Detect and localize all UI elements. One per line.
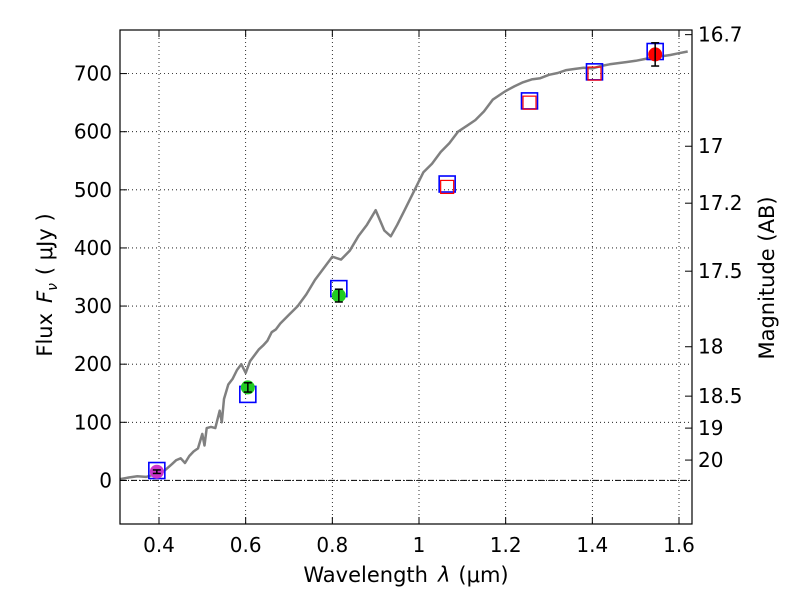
x-tick-label: 1.6 bbox=[663, 533, 695, 557]
y2-tick-label: 20 bbox=[698, 448, 723, 472]
y2-tick-label: 18 bbox=[698, 335, 723, 359]
y-tick-label: 600 bbox=[74, 120, 112, 144]
x-tick-label: 0.8 bbox=[316, 533, 348, 557]
y-tick-label: 700 bbox=[74, 62, 112, 86]
y-tick-label: 400 bbox=[74, 236, 112, 260]
y-tick-label: 0 bbox=[99, 468, 112, 492]
plot-frame bbox=[119, 29, 693, 525]
y2-tick-label: 18.5 bbox=[698, 384, 743, 408]
y-axis-label: FluxFν( μJy ) bbox=[33, 213, 61, 356]
y-tick-label: 200 bbox=[74, 352, 112, 376]
x-tick-label: 1.2 bbox=[490, 533, 522, 557]
y2-tick-label: 17 bbox=[698, 134, 723, 158]
y-tick-label: 300 bbox=[74, 294, 112, 318]
y2-tick-label: 17.2 bbox=[698, 191, 743, 215]
upper-limit-square bbox=[522, 95, 537, 110]
axis-ticks: 0.4 0.6 0.8 1 1.2 1.4 1.6 0 100 200 300 400 500 600 70… bbox=[74, 23, 743, 557]
x-tick-label: 1 bbox=[413, 533, 426, 557]
x-tick-label: 0.6 bbox=[230, 533, 262, 557]
upper-limit-square bbox=[587, 66, 602, 81]
x-axis-label: Wavelength λ (μm) bbox=[303, 563, 508, 587]
grid-lines bbox=[120, 30, 692, 524]
y2-tick-label: 19 bbox=[698, 416, 723, 440]
model-photometry-square bbox=[438, 175, 456, 193]
upper-limit-square bbox=[440, 179, 455, 195]
x-tick-label: 1.4 bbox=[576, 533, 608, 557]
model-photometry-square bbox=[520, 92, 539, 110]
y2-tick-label: 17.5 bbox=[698, 259, 743, 283]
x-tick-label: 0.4 bbox=[143, 533, 175, 557]
y2-tick-label: 16.7 bbox=[698, 23, 743, 47]
y-tick-label: 100 bbox=[74, 410, 112, 434]
y2-axis-label: Magnitude (AB) bbox=[755, 196, 779, 359]
model-spectrum-line bbox=[120, 50, 688, 481]
y-tick-label: 500 bbox=[74, 178, 112, 202]
